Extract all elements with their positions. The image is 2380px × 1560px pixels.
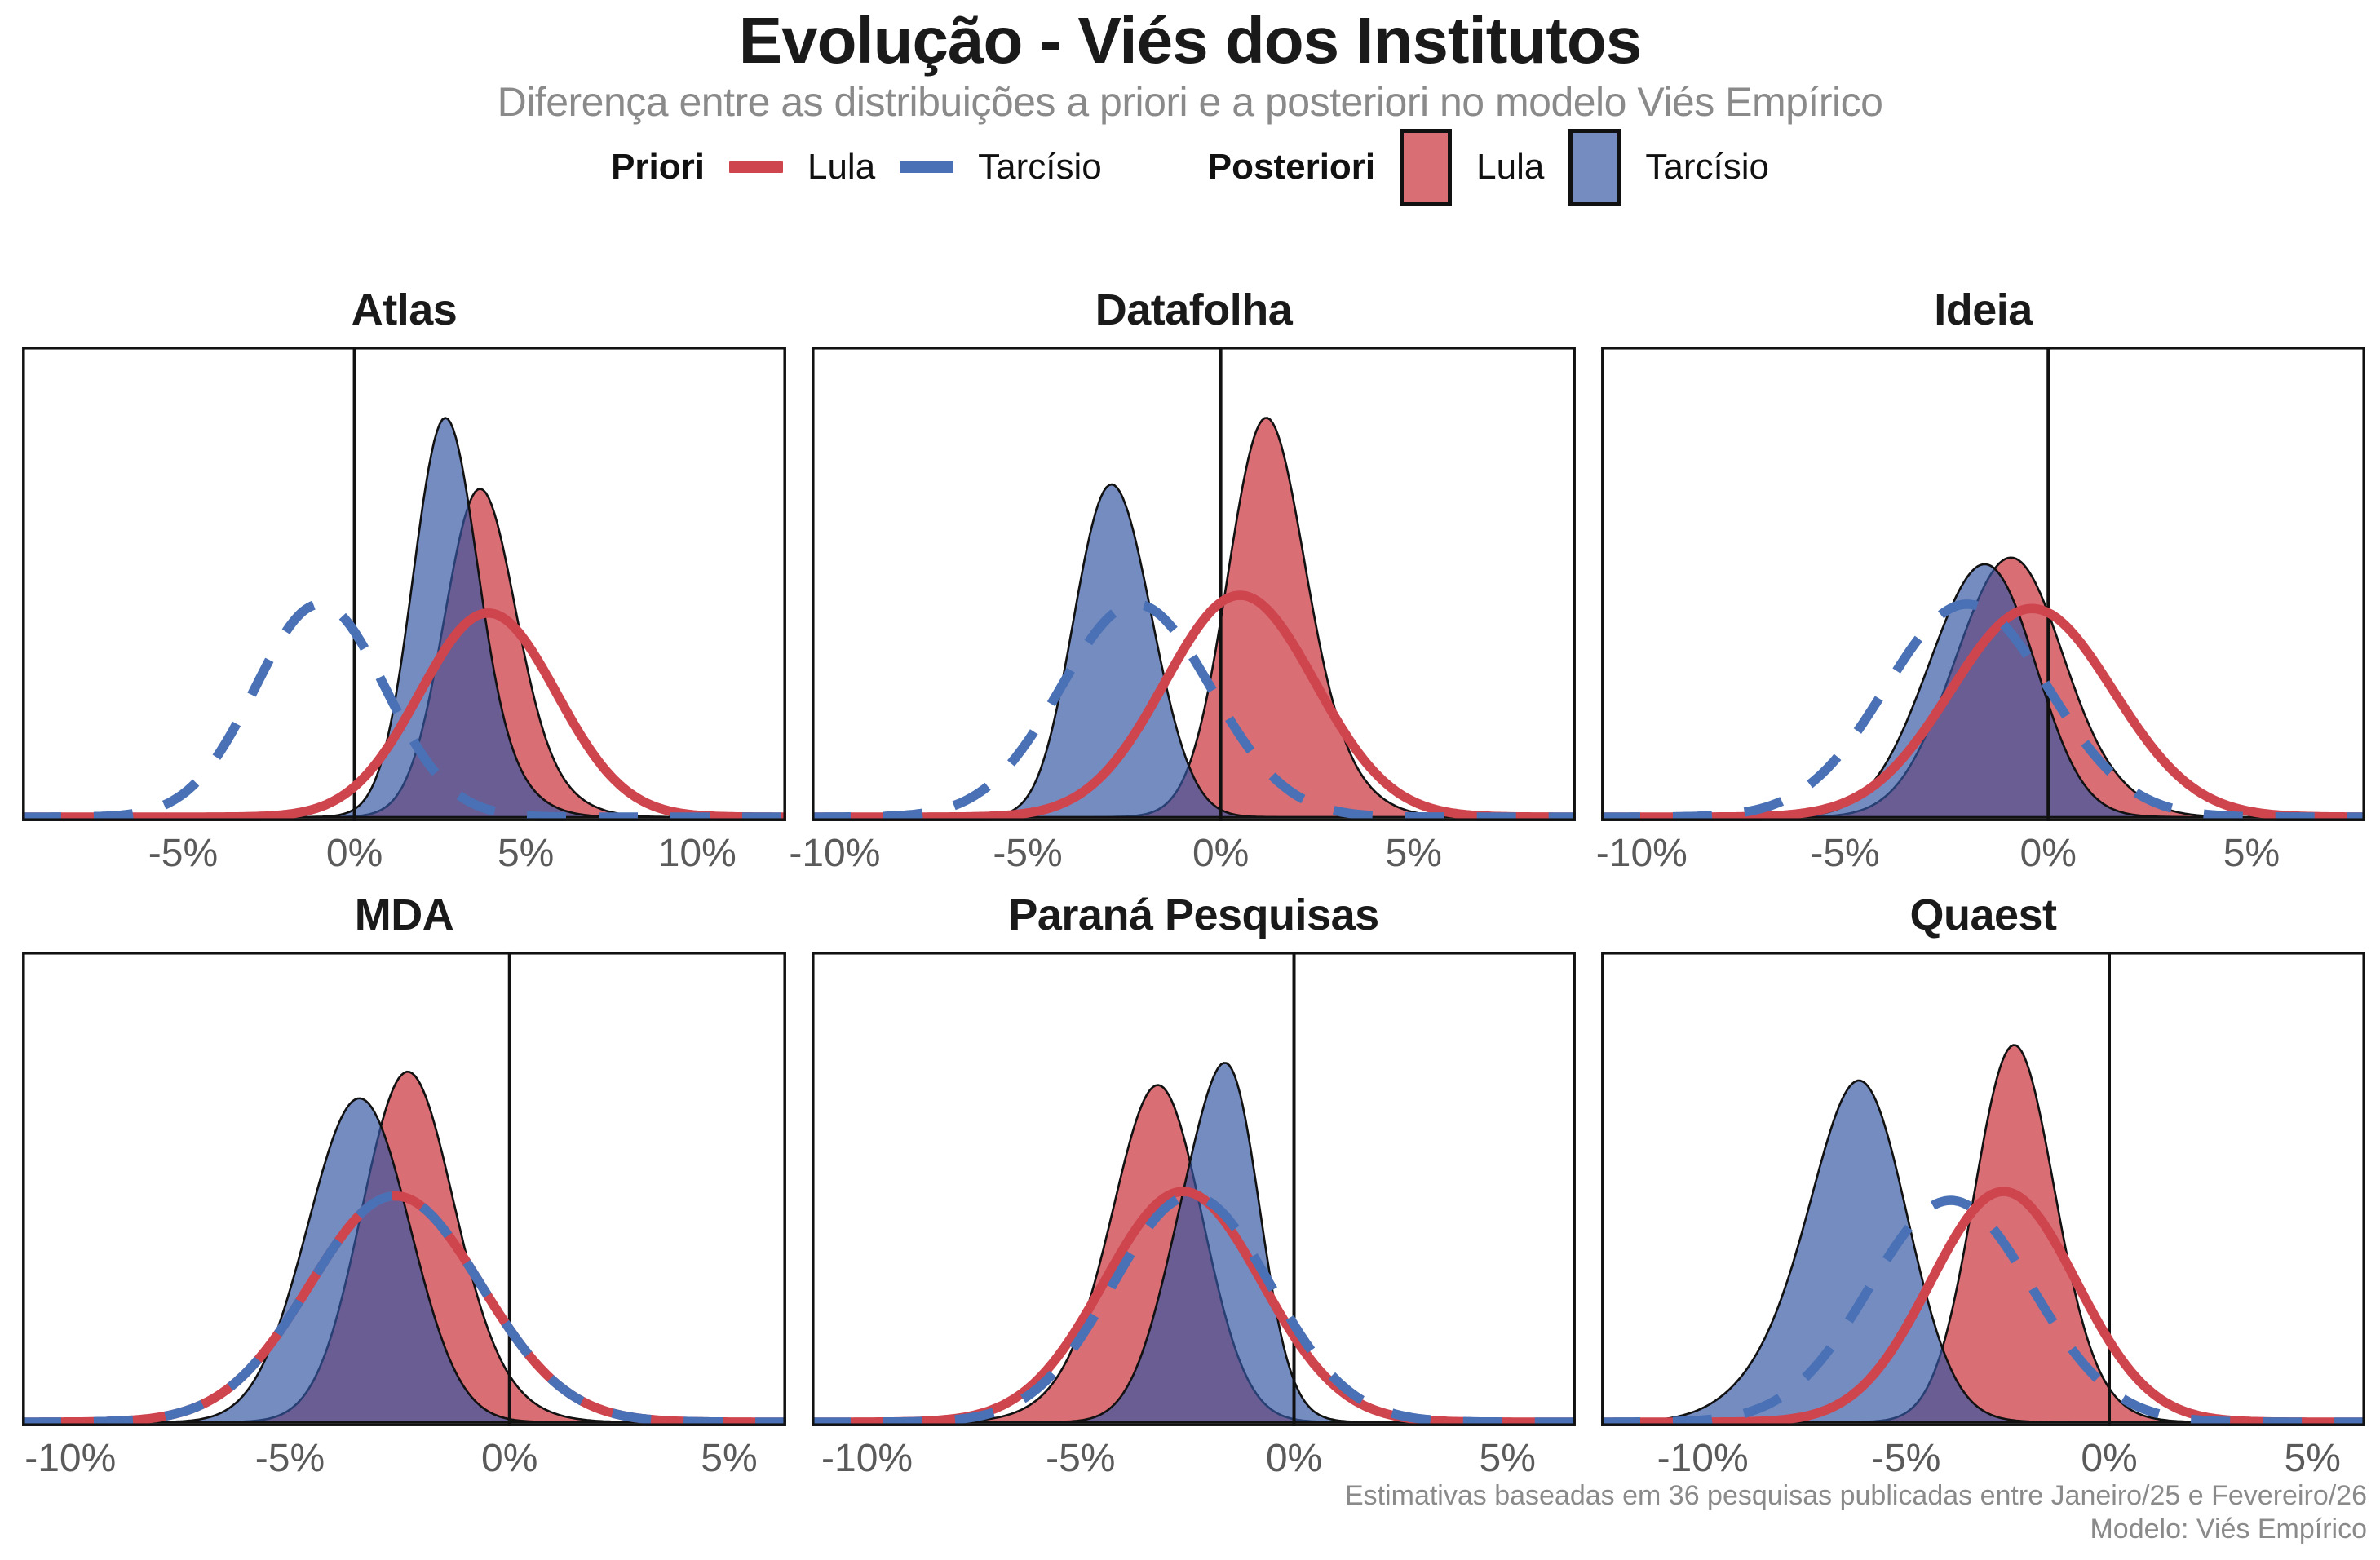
facet-title-parana-pesquisas: Paraná Pesquisas (1008, 890, 1379, 939)
posteriori-lula-swatch (1400, 128, 1453, 206)
x-tick-atlas-10: 10% (657, 832, 737, 875)
legend-posteriori-tarcisio-text: Tarcísio (1645, 147, 1769, 187)
x-tick-mda--5: -5% (254, 1437, 325, 1480)
chart-title: Evolução - Viés dos Institutos (738, 4, 1643, 77)
x-tick-ideia--5: -5% (1810, 832, 1880, 875)
x-tick-datafolha--5: -5% (993, 832, 1063, 875)
x-tick-quaest-5: 5% (2284, 1437, 2341, 1480)
priori-tarcisio-line-key (900, 161, 954, 173)
facet-title-ideia: Ideia (1934, 285, 2033, 334)
x-tick-ideia-0: 0% (2019, 832, 2077, 875)
curve-priori-lula (22, 608, 786, 821)
legend-priori-tarcisio-text: Tarcísio (978, 147, 1102, 187)
facet-title-datafolha: Datafolha (1095, 285, 1293, 334)
x-tick-datafolha-0: 0% (1192, 832, 1250, 875)
curve-priori-tarcisio (812, 599, 1576, 821)
panel-border (812, 347, 1576, 821)
x-tick-quaest-0: 0% (2081, 1437, 2138, 1480)
legend-priori-label: Priori (611, 147, 705, 187)
chart-subtitle: Diferença entre as distribuições a prior… (497, 79, 1883, 125)
x-tick-mda-0: 0% (481, 1437, 538, 1480)
x-tick-datafolha-5: 5% (1385, 832, 1442, 875)
curve-priori-lula (1601, 603, 2365, 821)
x-tick-parana-pesquisas--5: -5% (1046, 1437, 1116, 1480)
legend-posteriori-label: Posteriori (1207, 147, 1376, 187)
panel-datafolha (812, 347, 1576, 821)
legend: Priori Lula Tarcísio Posteriori Lula Tar… (0, 122, 2380, 212)
x-tick-atlas-5: 5% (497, 832, 555, 875)
density-posteriori-tarcisio (22, 416, 786, 819)
caption-line-1: Estimativas baseadas em 36 pesquisas pub… (1344, 1480, 2367, 1511)
panel-atlas (22, 347, 786, 821)
panel-border (1601, 952, 2365, 1426)
panel-mda (22, 952, 786, 1426)
panel-border (1601, 347, 2365, 821)
panel-border (22, 347, 786, 821)
panel-parana-pesquisas (812, 952, 1576, 1426)
x-tick-parana-pesquisas-5: 5% (1479, 1437, 1536, 1480)
facet-title-quaest: Quaest (1909, 890, 2057, 939)
panel-border (812, 952, 1576, 1426)
caption-line-2: Modelo: Viés Empírico (2090, 1514, 2367, 1545)
curve-priori-lula (812, 590, 1576, 821)
x-tick-quaest--5: -5% (1871, 1437, 1941, 1480)
legend-posteriori-lula-text: Lula (1476, 147, 1545, 187)
x-tick-parana-pesquisas--10: -10% (821, 1437, 914, 1480)
posteriori-tarcisio-swatch (1568, 128, 1621, 206)
caption: Estimativas baseadas em 36 pesquisas pub… (1345, 1479, 2367, 1547)
facet-title-atlas: Atlas (351, 285, 458, 334)
x-tick-atlas--5: -5% (148, 832, 219, 875)
x-tick-quaest--10: -10% (1657, 1437, 1749, 1480)
legend-priori-lula-text: Lula (807, 147, 876, 187)
x-tick-mda--10: -10% (24, 1437, 117, 1480)
density-posteriori-tarcisio (812, 1062, 1576, 1424)
panel-ideia (1601, 347, 2365, 821)
x-tick-atlas-0: 0% (325, 832, 383, 875)
x-tick-datafolha--10: -10% (789, 832, 881, 875)
x-tick-mda-5: 5% (701, 1437, 758, 1480)
x-tick-parana-pesquisas-0: 0% (1265, 1437, 1323, 1480)
density-posteriori-lula (1601, 1044, 2365, 1424)
panel-quaest (1601, 952, 2365, 1426)
curve-priori-lula (812, 1187, 1576, 1426)
x-tick-ideia--10: -10% (1595, 832, 1688, 875)
curve-priori-lula (1601, 1187, 2365, 1426)
priori-lula-line-key (728, 161, 783, 173)
facet-title-mda: MDA (354, 890, 454, 939)
density-posteriori-tarcisio (1601, 563, 2365, 819)
curve-priori-lula (22, 1191, 786, 1426)
density-posteriori-lula (812, 417, 1576, 819)
x-tick-ideia-5: 5% (2223, 832, 2280, 875)
panel-border (22, 952, 786, 1426)
curve-priori-tarcisio (1601, 599, 2365, 821)
